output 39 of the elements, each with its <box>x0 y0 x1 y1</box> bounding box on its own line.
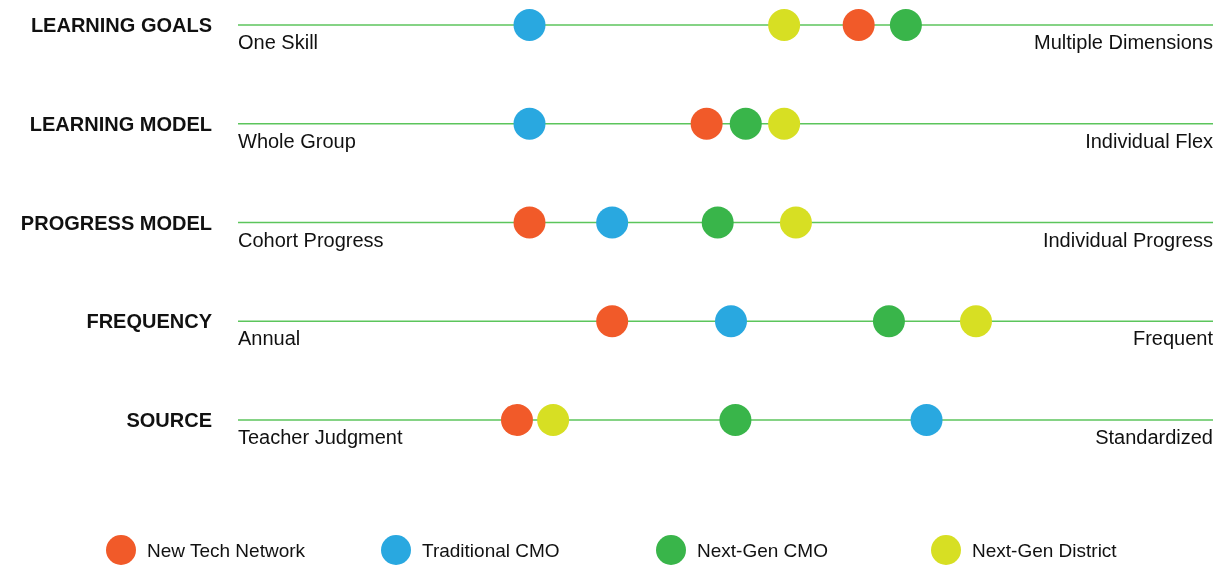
text: Standardized <box>1095 426 1213 448</box>
y-tick-label: SOURCE <box>126 409 212 431</box>
point <box>719 404 752 436</box>
point <box>500 404 533 436</box>
point <box>537 404 570 436</box>
text: Frequent <box>1132 327 1214 350</box>
y-tick-label: LEARNING MODEL <box>29 112 212 135</box>
legend-label: Traditional CMO <box>422 540 560 561</box>
y-tick-label: PROGRESS MODEL <box>20 211 212 234</box>
point <box>842 9 875 41</box>
y-tick-label: LEARNING GOALS <box>30 14 212 36</box>
annotation: Teacher Judgment <box>238 426 403 448</box>
text: Individual Flex <box>1085 129 1213 152</box>
annotation: Cohort Progress <box>238 228 384 251</box>
point <box>960 305 992 338</box>
annotation: One Skill <box>238 31 319 53</box>
legend-label: New Tech Network <box>147 540 306 561</box>
point <box>513 107 546 140</box>
text: Multiple Dimensions <box>1034 31 1213 53</box>
point <box>768 107 801 140</box>
point <box>729 107 762 140</box>
point <box>889 9 922 41</box>
point <box>872 305 905 338</box>
legend-label: Next-Gen CMO <box>697 540 828 561</box>
point <box>779 206 812 239</box>
point <box>513 206 546 239</box>
text: Individual Progress <box>1042 228 1213 251</box>
legend-label: Next-Gen District <box>972 540 1118 561</box>
point <box>910 404 943 436</box>
point <box>596 206 629 239</box>
point <box>701 206 734 239</box>
point <box>714 305 747 338</box>
y-tick-label: FREQUENCY <box>86 310 213 333</box>
point <box>768 9 801 41</box>
point <box>513 9 546 41</box>
point <box>690 107 723 140</box>
annotation: Whole Group <box>238 129 356 152</box>
annotation: Annual <box>238 327 301 350</box>
point <box>596 305 629 338</box>
